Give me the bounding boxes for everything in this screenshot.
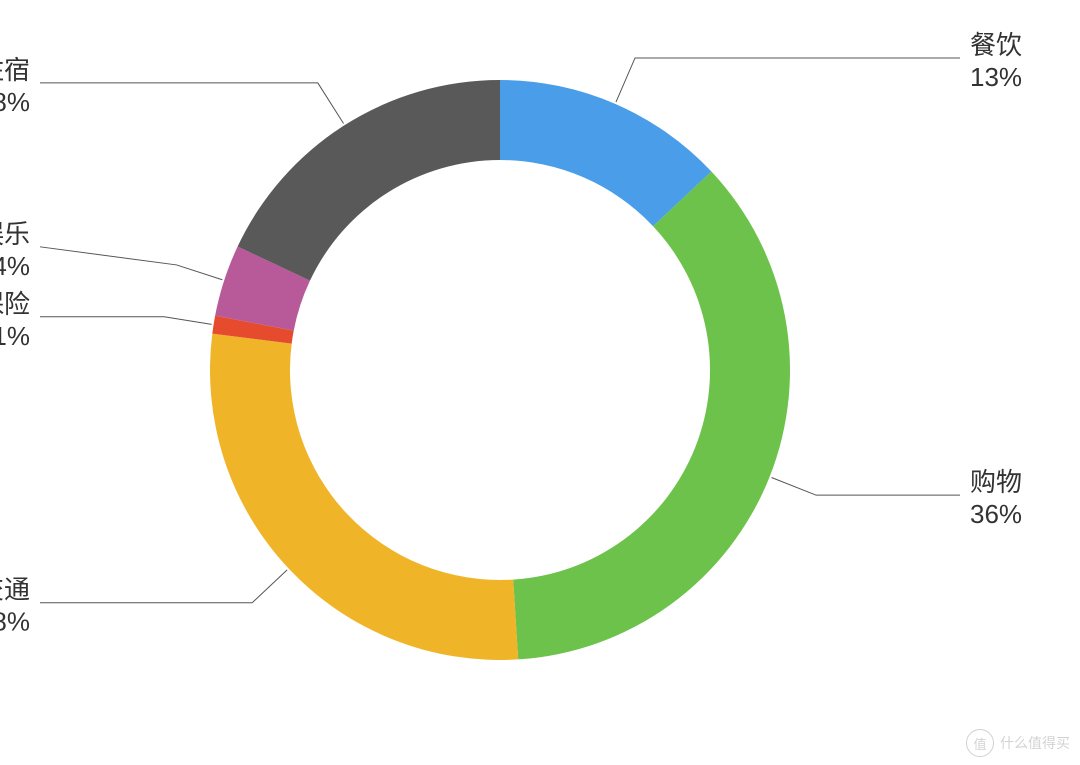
leader-line bbox=[40, 247, 222, 280]
slice-label-name: 娱乐 bbox=[0, 219, 30, 249]
slice-label: 保险1% bbox=[0, 289, 30, 351]
slice-label-value: 1% bbox=[0, 321, 30, 351]
slice-label-name: 交通 bbox=[0, 575, 30, 605]
slice-label-value: 18% bbox=[0, 87, 30, 117]
slice-label-name: 购物 bbox=[970, 467, 1022, 497]
leader-line bbox=[771, 477, 960, 495]
slice-label: 购物36% bbox=[970, 467, 1022, 529]
slice-label-name: 住宿 bbox=[0, 55, 30, 85]
slice-label: 住宿18% bbox=[0, 55, 30, 117]
donut-slices bbox=[210, 80, 790, 660]
slice-交通 bbox=[210, 334, 518, 660]
slice-label-value: 13% bbox=[970, 62, 1022, 92]
slice-label: 娱乐4% bbox=[0, 219, 30, 281]
slice-label: 交通28% bbox=[0, 575, 30, 637]
slice-住宿 bbox=[238, 80, 500, 281]
leader-line bbox=[616, 58, 960, 102]
slice-购物 bbox=[513, 171, 790, 659]
leader-line bbox=[40, 570, 287, 603]
leader-line bbox=[40, 83, 344, 124]
slice-label: 餐饮13% bbox=[970, 30, 1022, 92]
slice-label-value: 36% bbox=[970, 499, 1022, 529]
slice-label-value: 28% bbox=[0, 607, 30, 637]
slice-label-name: 保险 bbox=[0, 289, 30, 319]
slice-label-value: 4% bbox=[0, 251, 30, 281]
leader-line bbox=[40, 317, 212, 325]
slice-label-name: 餐饮 bbox=[970, 30, 1022, 60]
donut-chart: 餐饮13% 购物36% 交通28% 保险1% 娱乐4% 住宿18% bbox=[0, 0, 1080, 765]
